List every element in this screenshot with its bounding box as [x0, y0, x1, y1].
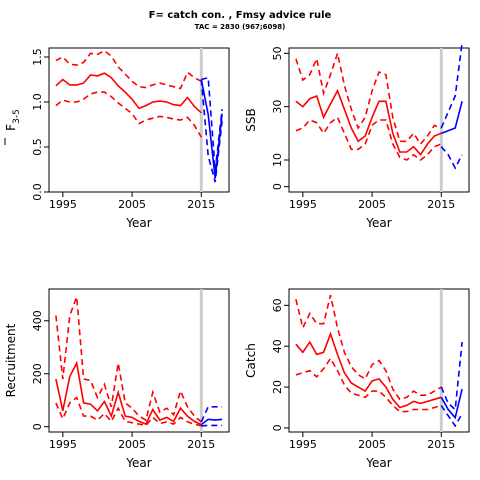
y-tick-label: 0.5 — [31, 138, 44, 156]
x-tick-label: 2015 — [187, 438, 215, 451]
historical-lower-line — [295, 356, 442, 413]
historical-upper-line — [295, 294, 442, 401]
figure-title: F= catch con. , Fmsy advice rule — [148, 10, 332, 21]
x-axis-label: Year — [125, 216, 151, 230]
historical-lower-line — [55, 91, 202, 138]
y-tick-label: 20 — [271, 380, 284, 394]
y-tick-label: 0 — [31, 423, 44, 430]
y-axis-label-main: Recruitment — [4, 323, 18, 397]
historical-median-line — [55, 360, 202, 426]
x-tick-label: 1995 — [49, 198, 77, 211]
y-axis-label-subscript: 3-5 — [12, 109, 22, 124]
y-axis-label: Recruitment — [4, 323, 18, 397]
y-tick-label: 30 — [271, 100, 284, 114]
panel-ssb: 1995 2005 2015 0 10 30 50 Year SSB — [244, 42, 470, 230]
forecast-median-line — [441, 101, 463, 135]
forecast-lower-line — [201, 424, 223, 427]
x-tick-label: 2015 — [427, 198, 455, 211]
plot-frame — [48, 47, 230, 193]
y-axis-label: Catch — [244, 343, 258, 378]
panel-catch: 1995 2005 2015 0 20 40 60 Year Catch — [244, 288, 470, 470]
y-tick-label: 40 — [271, 339, 284, 353]
forecast-lower-line — [440, 146, 463, 170]
x-tick-label: 1995 — [289, 438, 317, 451]
forecast-median-line — [200, 79, 223, 179]
plot-frame — [48, 288, 230, 433]
historical-lower-line — [295, 116, 442, 162]
historical-upper-line — [55, 49, 202, 90]
historical-upper-line — [55, 296, 202, 423]
x-tick-label: 2015 — [187, 198, 215, 211]
historical-median-line — [295, 331, 442, 409]
y-tick-label: 60 — [271, 298, 284, 312]
panel-f-3-5: 1995 2005 2015 0.0 0.5 1.0 1.5 Year F3-5 — [4, 47, 230, 230]
plot-frame — [288, 47, 470, 193]
y-axis-label: SSB — [244, 108, 258, 131]
forecast-upper-line — [440, 342, 463, 412]
y-axis-label: F3-5 — [4, 109, 22, 131]
forecast-median-line — [200, 418, 223, 426]
forecast-lower-line — [440, 404, 463, 428]
forecast-upper-line — [200, 405, 223, 423]
y-tick-label: 10 — [271, 153, 284, 167]
historical-median-line — [295, 88, 442, 157]
x-tick-label: 2005 — [118, 438, 146, 451]
y-tick-label: 1.5 — [31, 48, 44, 66]
historical-lower-line — [55, 396, 202, 427]
y-axis-label-main: F — [4, 124, 18, 131]
forecast-upper-line — [440, 42, 463, 129]
plot-frame — [288, 288, 470, 433]
panel-recruitment: 1995 2005 2015 0 200 400 Year Recruitment — [4, 288, 230, 470]
historical-median-line — [55, 72, 202, 114]
x-tick-label: 1995 — [49, 438, 77, 451]
x-tick-label: 1995 — [289, 198, 317, 211]
x-axis-label: Year — [125, 456, 151, 470]
y-tick-label: 50 — [271, 46, 284, 60]
x-axis-label: Year — [365, 216, 391, 230]
y-tick-label: 0 — [271, 183, 284, 190]
y-tick-label: 400 — [31, 310, 44, 331]
historical-upper-line — [295, 50, 442, 146]
y-tick-label: 1.0 — [31, 93, 44, 111]
x-tick-label: 2005 — [118, 198, 146, 211]
x-tick-label: 2005 — [358, 198, 386, 211]
forecast-median-line — [440, 388, 463, 420]
x-axis-label: Year — [365, 456, 391, 470]
figure-subtitle: TAC = 2830 (967;6098) — [194, 23, 286, 31]
x-tick-label: 2015 — [427, 438, 455, 451]
y-tick-label: 0 — [271, 424, 284, 431]
y-axis-label-main: SSB — [244, 108, 258, 131]
y-axis-label-main: Catch — [244, 343, 258, 378]
y-tick-label: 200 — [31, 363, 44, 384]
x-tick-label: 2005 — [358, 438, 386, 451]
y-tick-label: 0.0 — [31, 183, 44, 201]
